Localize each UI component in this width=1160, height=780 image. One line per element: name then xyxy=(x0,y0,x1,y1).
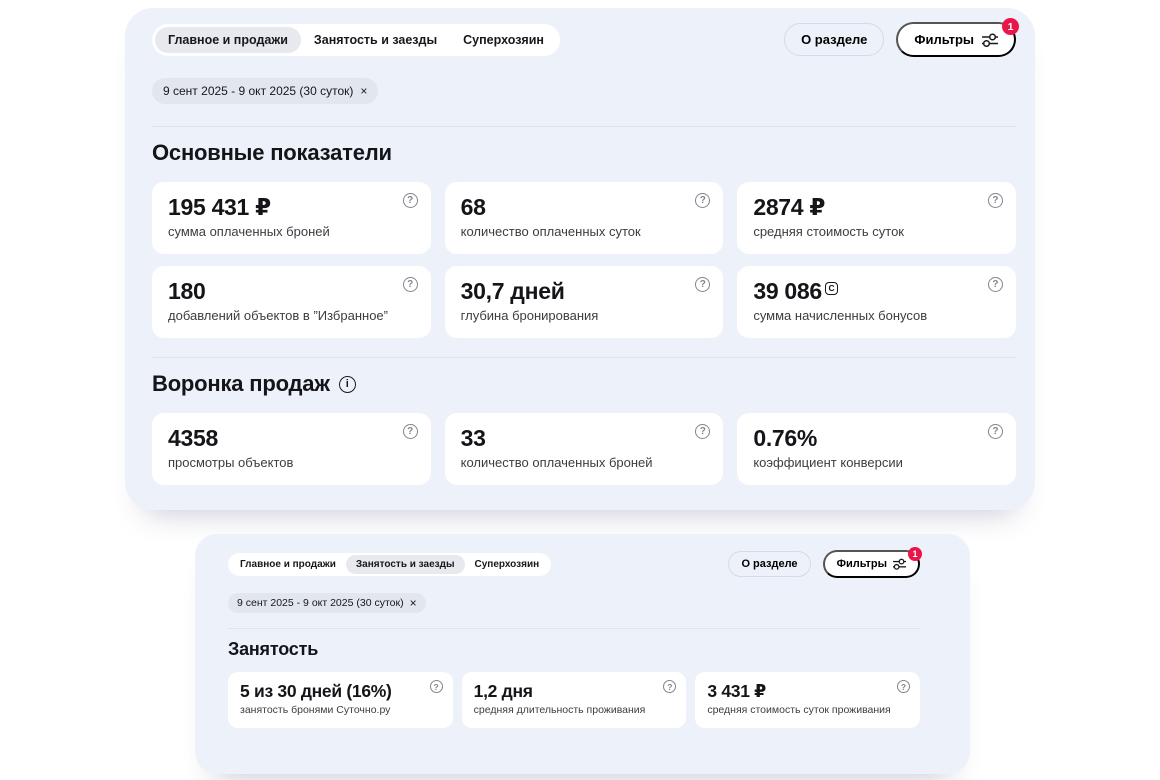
metric-label: коэффициент конверсии xyxy=(753,455,903,470)
tab-main-sales[interactable]: Главное и продажи xyxy=(240,558,336,570)
metric-card-bonuses-sum: 39 086 С сумма начисленных бонусов ? xyxy=(737,266,1016,338)
info-icon[interactable]: i xyxy=(338,375,356,393)
about-section-button[interactable]: О разделе xyxy=(784,23,885,56)
tab-superhost[interactable]: Суперхозяин xyxy=(463,32,544,47)
help-icon[interactable]: ? xyxy=(402,277,418,292)
metric-label: добавлений объектов в ”Избранное” xyxy=(168,308,388,323)
sliders-icon xyxy=(982,32,998,47)
metric-card-paid-bookings-count: 33 количество оплаченных броней ? xyxy=(444,413,724,485)
help-icon[interactable]: ? xyxy=(987,277,1003,292)
metric-value: 195 431 ₽ xyxy=(168,194,271,220)
tab-main-sales[interactable]: Главное и продажи xyxy=(155,26,301,53)
metric-label: средняя длительность проживания xyxy=(473,704,646,716)
about-section-button[interactable]: О разделе xyxy=(728,551,811,577)
metric-value: 5 из 30 дней (16%) xyxy=(240,681,392,701)
metric-label: сумма оплаченных броней xyxy=(168,224,330,239)
metric-card-occupied-days: 5 из 30 дней (16%) занятость бронями Сут… xyxy=(228,672,453,728)
tab-occupancy-checkins[interactable]: Занятость и заезды xyxy=(345,554,465,574)
funnel-grid: 4358 просмотры объектов ? 33 количество … xyxy=(152,413,1016,485)
panel-header: Главное и продажи Занятость и заезды Суп… xyxy=(228,547,922,578)
metric-value: 2874 ₽ xyxy=(753,194,826,220)
occupancy-grid: 5 из 30 дней (16%) занятость бронями Сут… xyxy=(228,672,920,728)
metric-card-avg-night-cost: 2874 ₽ средняя стоимость суток ? xyxy=(737,182,1016,254)
metric-card-paid-bookings-sum: 195 431 ₽ сумма оплаченных броней ? xyxy=(152,182,431,254)
metric-card-conversion-rate: 0.76% коэффициент конверсии ? xyxy=(737,413,1016,485)
date-range-chip[interactable]: 9 сент 2025 - 9 окт 2025 (30 суток) × xyxy=(152,78,379,104)
metric-label: средняя стоимость суток проживания xyxy=(707,704,891,716)
filters-button-label: Фильтры xyxy=(836,558,887,570)
metric-value: 3 431 ₽ xyxy=(707,681,767,701)
date-range-chip-label: 9 сент 2025 - 9 окт 2025 (30 суток) xyxy=(237,597,404,609)
metrics-grid: 195 431 ₽ сумма оплаченных броней ? 68 к… xyxy=(152,182,1016,338)
filters-count-badge: 1 xyxy=(1002,18,1019,35)
help-icon[interactable]: ? xyxy=(987,424,1003,439)
metric-label: просмотры объектов xyxy=(168,455,294,470)
active-filters-row: 9 сент 2025 - 9 окт 2025 (30 суток) × xyxy=(228,593,920,613)
metric-label: средняя стоимость суток xyxy=(753,224,904,239)
active-filters-row: 9 сент 2025 - 9 окт 2025 (30 суток) × xyxy=(152,78,1016,104)
date-range-chip[interactable]: 9 сент 2025 - 9 окт 2025 (30 суток) × xyxy=(228,593,426,613)
metric-value: 33 xyxy=(460,425,486,451)
help-icon[interactable]: ? xyxy=(987,193,1003,208)
header-actions: О разделе Фильтры 1 xyxy=(728,547,922,578)
help-icon[interactable]: ? xyxy=(695,193,711,208)
metric-value: 39 086 С xyxy=(753,276,1000,306)
metric-label: занятость бронями Суточно.ру xyxy=(240,704,391,716)
metric-value: 68 xyxy=(460,194,486,220)
filters-count-badge: 1 xyxy=(908,547,922,561)
metric-card-object-views: 4358 просмотры объектов ? xyxy=(152,413,431,485)
divider xyxy=(152,357,1016,358)
divider xyxy=(152,126,1016,127)
help-icon[interactable]: ? xyxy=(663,680,677,693)
header-actions: О разделе Фильтры 1 xyxy=(784,18,1019,57)
tab-occupancy-checkins[interactable]: Занятость и заезды xyxy=(313,32,438,47)
metric-value: 4358 xyxy=(168,425,218,451)
panel-header: Главное и продажи Занятость и заезды Суп… xyxy=(152,18,1019,57)
divider xyxy=(228,628,920,629)
metric-label: количество оплаченных суток xyxy=(460,224,641,239)
close-icon[interactable]: × xyxy=(409,596,417,610)
metric-card-favorites-adds: 180 добавлений объектов в ”Избранное” ? xyxy=(152,266,431,338)
metric-card-booking-depth: 30,7 дней глубина бронирования ? xyxy=(444,266,724,338)
help-icon[interactable]: ? xyxy=(429,680,443,693)
metric-card-avg-stay-length: 1,2 дня средняя длительность проживания … xyxy=(461,672,687,728)
help-icon[interactable]: ? xyxy=(695,424,711,439)
metric-card-paid-nights: 68 количество оплаченных суток ? xyxy=(444,182,724,254)
bonus-currency-icon: С xyxy=(824,281,838,295)
filters-button[interactable]: Фильтры 1 xyxy=(822,547,922,578)
metric-value: 0.76% xyxy=(753,425,818,451)
section-title-main-metrics: Основные показатели xyxy=(152,140,392,165)
panel-occupancy: Главное и продажи Занятость и заезды Суп… xyxy=(195,534,970,774)
help-icon[interactable]: ? xyxy=(695,277,711,292)
section-title-text: Воронка продаж xyxy=(152,371,330,396)
filters-button-label: Фильтры xyxy=(914,32,974,47)
metric-label: сумма начисленных бонусов xyxy=(753,308,928,323)
filters-button[interactable]: Фильтры 1 xyxy=(896,18,1019,57)
metric-label: глубина бронирования xyxy=(460,308,599,323)
metric-value: 1,2 дня xyxy=(473,681,533,701)
tabs: Главное и продажи Занятость и заезды Суп… xyxy=(228,552,552,576)
metric-label: количество оплаченных броней xyxy=(460,455,653,470)
metric-value: 180 xyxy=(168,278,206,304)
help-icon[interactable]: ? xyxy=(402,193,418,208)
metric-card-avg-stay-night-cost: 3 431 ₽ средняя стоимость суток проживан… xyxy=(695,672,920,728)
tab-superhost[interactable]: Суперхозяин xyxy=(474,558,540,570)
help-icon[interactable]: ? xyxy=(402,424,418,439)
section-title-sales-funnel: Воронка продаж i xyxy=(152,371,1016,397)
section-title-occupancy: Занятость xyxy=(228,639,319,659)
close-icon[interactable]: × xyxy=(360,84,368,98)
panel-main-sales: Главное и продажи Занятость и заезды Суп… xyxy=(125,8,1035,510)
metric-value-number: 39 086 xyxy=(753,278,822,304)
date-range-chip-label: 9 сент 2025 - 9 окт 2025 (30 суток) xyxy=(163,84,354,98)
metric-value: 30,7 дней xyxy=(460,278,565,304)
tabs: Главное и продажи Занятость и заезды Суп… xyxy=(152,23,560,56)
sliders-icon xyxy=(893,558,906,570)
help-icon[interactable]: ? xyxy=(897,680,910,693)
